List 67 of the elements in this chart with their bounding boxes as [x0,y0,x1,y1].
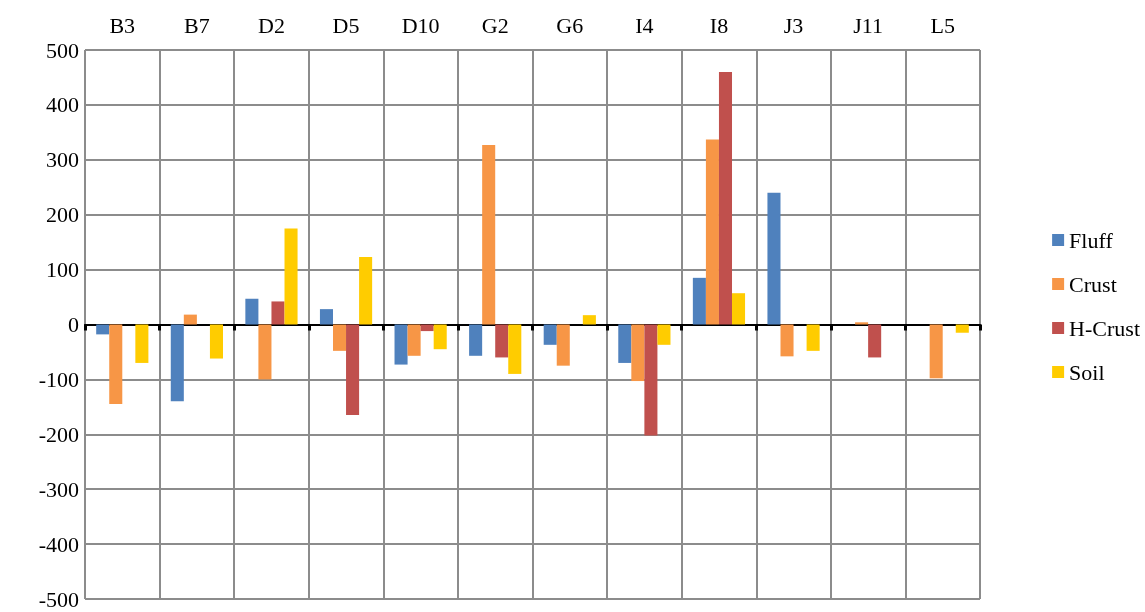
bar [469,324,483,356]
bar [332,324,347,351]
bar [631,324,645,382]
legend-label: Soil [1069,359,1105,385]
x-tick-label: G2 [481,12,509,38]
bar [495,324,509,358]
bar [692,277,706,325]
bar [618,324,632,363]
x-tick-label: J11 [853,12,883,38]
legend-label: Fluff [1069,227,1114,253]
bar [346,324,360,416]
bar [780,324,794,357]
y-tick-label: 0 [68,312,79,337]
bar [183,314,197,325]
bar [718,71,733,325]
x-tick-label: L5 [930,12,955,38]
bar [855,322,869,325]
bar [929,324,943,379]
bar [135,324,149,363]
legend-label: H-Crust [1069,315,1140,341]
bar [96,324,110,335]
bar [732,293,746,325]
bar [420,324,434,332]
bar [109,324,123,405]
bar [319,309,333,325]
bar [508,324,522,374]
x-tick-label: G6 [556,12,584,38]
y-tick-label: -500 [38,586,79,612]
bar [258,324,272,380]
bar [245,298,259,325]
y-tick-label: -200 [38,421,79,447]
bar [955,324,969,333]
y-tick-label: 200 [46,202,79,228]
y-tick-label: 300 [46,147,79,173]
bar [556,324,570,366]
y-tick-label: 500 [46,37,79,63]
x-tick-label: D2 [258,12,285,38]
y-tick-label: -100 [38,366,79,392]
bar [644,324,658,436]
bar [657,324,671,345]
bar [284,228,298,325]
y-tick-label: -400 [38,531,79,557]
x-tick-label: D5 [332,12,360,38]
x-tick-label: I8 [709,12,729,38]
y-tick-label: 400 [46,92,79,118]
bar [806,324,820,351]
bar [868,324,882,358]
bar [170,324,184,402]
bar [543,324,557,345]
bar [271,301,285,325]
bar [359,256,373,325]
bar [482,144,496,325]
x-tick-label: B7 [184,12,210,38]
x-tick-label: J3 [783,12,804,38]
bar [209,324,223,359]
bar [705,139,719,325]
bar [394,324,408,365]
x-tick-label: B3 [109,12,136,38]
legend-label: Crust [1069,271,1117,297]
bar [433,324,447,350]
bar [582,315,596,325]
y-tick-label: 100 [46,257,79,283]
bar [767,192,781,325]
y-tick-label: -300 [38,476,79,502]
x-tick-label: I4 [635,12,654,38]
x-tick-label: D10 [401,12,440,38]
bar [407,324,421,356]
